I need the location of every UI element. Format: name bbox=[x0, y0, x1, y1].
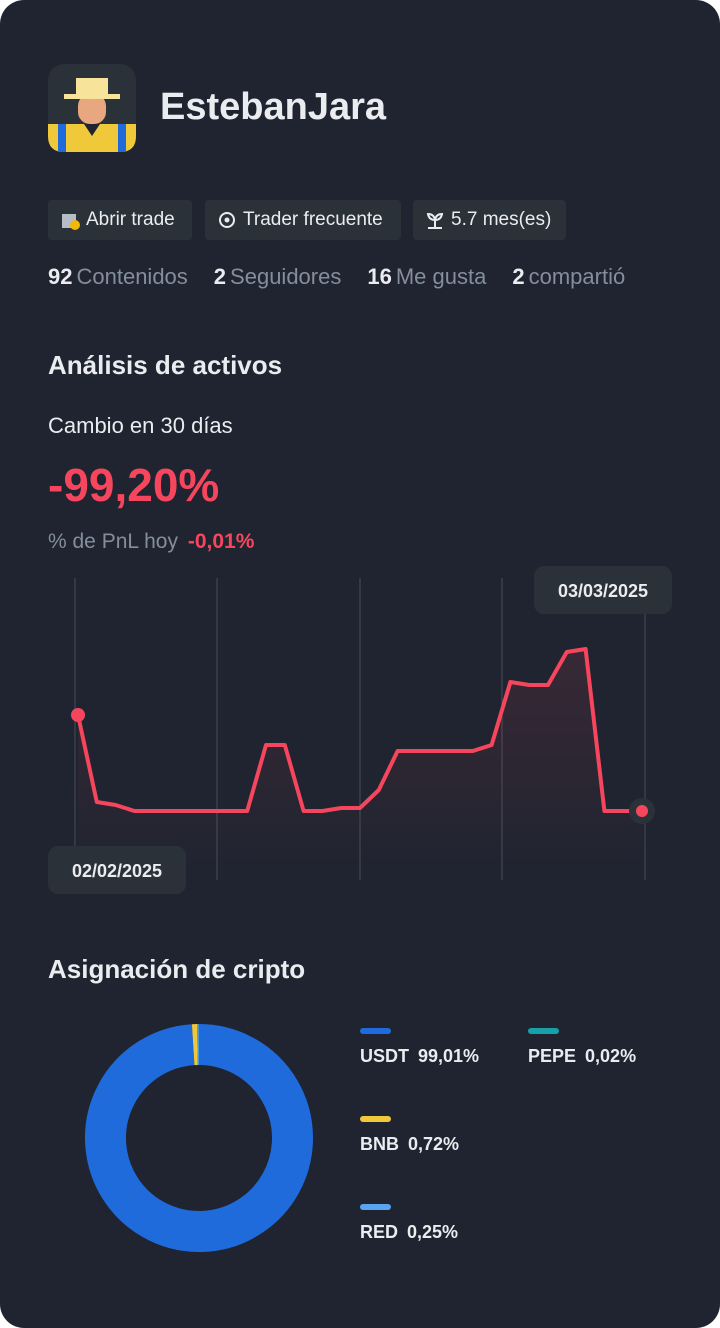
stat-label: compartió bbox=[528, 264, 626, 289]
stat-value: 92 bbox=[48, 264, 73, 289]
user-name: EstebanJara bbox=[160, 86, 387, 128]
legend-value: 0,72% bbox=[408, 1134, 459, 1154]
legend-swatch bbox=[360, 1116, 391, 1122]
pnl-value: -0,01% bbox=[187, 530, 255, 553]
legend-name: USDT bbox=[360, 1046, 409, 1066]
legend-swatch bbox=[528, 1028, 559, 1034]
date-label: 03/03/2025 bbox=[558, 581, 648, 601]
line bbox=[76, 647, 642, 813]
legend-name: BNB bbox=[360, 1134, 399, 1154]
tag-text: 5.7 mes(es) bbox=[451, 209, 552, 230]
donut-slice bbox=[85, 1024, 313, 1252]
start-point bbox=[71, 708, 85, 722]
stats: 92 Contenidos 2 Seguidores 16 Me gusta 2 compar… bbox=[48, 264, 651, 290]
stat-value: 2 bbox=[512, 264, 525, 289]
change-label: Cambio en 30 días bbox=[48, 413, 233, 438]
stat: 2 compartió bbox=[512, 264, 625, 290]
stat: 92 Contenidos bbox=[48, 264, 188, 290]
stat: 2 Seguidores bbox=[214, 264, 342, 290]
stat-label: Contenidos bbox=[76, 264, 188, 289]
legend-name: PEPE bbox=[528, 1046, 576, 1066]
change-value: -99,20% bbox=[48, 459, 220, 511]
legend-swatch bbox=[360, 1028, 391, 1034]
area bbox=[78, 649, 642, 880]
stat: 16 Me gusta bbox=[367, 264, 486, 290]
end-point bbox=[636, 805, 648, 817]
avatar bbox=[48, 64, 136, 152]
legend-value: 99,01% bbox=[418, 1046, 479, 1066]
pnl-chart: 02/02/2025 03/03/2025 bbox=[48, 566, 672, 894]
date-tooltip bbox=[534, 566, 672, 614]
allocation-chart: USDT 99,01% BNB 0,72% RED 0,25% PEPE 0,02% bbox=[85, 1023, 636, 1252]
stat-label: Seguidores bbox=[230, 264, 342, 289]
pnl: % de PnL hoy -0,01% bbox=[48, 530, 254, 554]
legend-name: RED bbox=[360, 1222, 398, 1242]
legend-swatch bbox=[360, 1204, 391, 1210]
section-title: Análisis de activos bbox=[48, 350, 283, 380]
date-tooltip bbox=[48, 846, 186, 894]
tag: 5.7 mes(es) bbox=[413, 200, 566, 240]
stat-label: Me gusta bbox=[395, 264, 487, 289]
tag-text: Trader frecuente bbox=[243, 209, 383, 230]
date-label: 02/02/2025 bbox=[72, 861, 162, 881]
tag-text: Abrir trade bbox=[86, 209, 175, 230]
section-title: Asignación de cripto bbox=[48, 954, 306, 984]
tag: Abrir trade bbox=[48, 200, 192, 240]
stat-value: 16 bbox=[367, 264, 392, 289]
stat-value: 2 bbox=[213, 264, 227, 289]
legend-value: 0,02% bbox=[585, 1046, 636, 1066]
legend-value: 0,25% bbox=[407, 1222, 458, 1242]
tag: Trader frecuente bbox=[205, 200, 401, 240]
pnl-label: % de PnL hoy bbox=[48, 530, 178, 553]
